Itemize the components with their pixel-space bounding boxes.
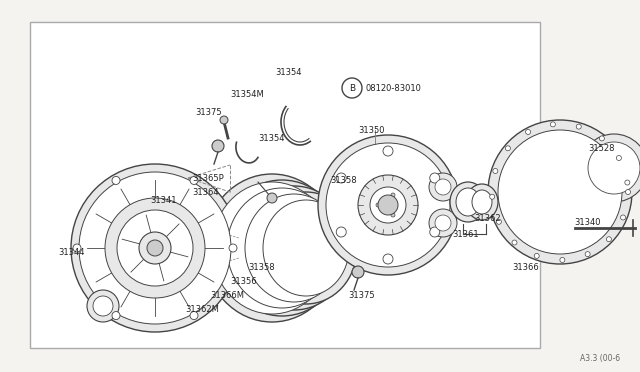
Circle shape: [352, 266, 364, 278]
Circle shape: [430, 173, 440, 183]
Circle shape: [370, 187, 406, 223]
Text: 31358: 31358: [248, 263, 275, 273]
Circle shape: [105, 198, 205, 298]
Text: 31354: 31354: [258, 134, 285, 142]
Circle shape: [220, 116, 228, 124]
Circle shape: [435, 179, 451, 195]
Circle shape: [490, 194, 495, 199]
Circle shape: [358, 175, 418, 235]
Ellipse shape: [263, 200, 349, 296]
Circle shape: [600, 136, 604, 141]
Ellipse shape: [456, 188, 480, 216]
Circle shape: [79, 172, 231, 324]
Circle shape: [550, 122, 556, 127]
Circle shape: [73, 244, 81, 252]
Circle shape: [391, 213, 395, 217]
Circle shape: [318, 135, 458, 275]
Ellipse shape: [212, 182, 332, 314]
Circle shape: [621, 215, 625, 220]
Circle shape: [336, 227, 346, 237]
Circle shape: [190, 176, 198, 185]
Circle shape: [616, 155, 621, 160]
Circle shape: [525, 129, 531, 134]
Text: 31361: 31361: [452, 230, 479, 238]
Text: 31365P: 31365P: [192, 173, 224, 183]
Ellipse shape: [472, 190, 492, 214]
Ellipse shape: [245, 194, 343, 302]
Circle shape: [267, 193, 277, 203]
Circle shape: [112, 311, 120, 320]
Circle shape: [429, 209, 457, 237]
Text: A3.3 (00-6: A3.3 (00-6: [580, 353, 620, 362]
Circle shape: [87, 290, 119, 322]
Circle shape: [429, 173, 457, 201]
Text: 31350: 31350: [358, 125, 385, 135]
Text: 31358: 31358: [330, 176, 356, 185]
Circle shape: [342, 78, 362, 98]
Circle shape: [493, 169, 498, 173]
Text: 31375: 31375: [195, 108, 221, 116]
Circle shape: [498, 130, 622, 254]
Circle shape: [497, 219, 501, 224]
Text: 31356: 31356: [230, 278, 257, 286]
Text: 31354: 31354: [275, 67, 301, 77]
Circle shape: [326, 143, 450, 267]
Circle shape: [376, 203, 380, 207]
Circle shape: [139, 232, 171, 264]
Ellipse shape: [204, 174, 340, 322]
Circle shape: [383, 146, 393, 156]
Text: 31375: 31375: [348, 291, 374, 299]
Circle shape: [580, 134, 640, 202]
Circle shape: [585, 251, 590, 257]
Circle shape: [71, 164, 239, 332]
Circle shape: [435, 215, 451, 231]
Ellipse shape: [237, 186, 351, 310]
Circle shape: [147, 240, 163, 256]
Text: 31354M: 31354M: [230, 90, 264, 99]
Ellipse shape: [227, 188, 337, 308]
Text: 31528: 31528: [588, 144, 614, 153]
Circle shape: [378, 195, 398, 215]
Circle shape: [336, 173, 346, 183]
Text: 31344: 31344: [58, 247, 84, 257]
Text: 31364: 31364: [192, 187, 219, 196]
Circle shape: [112, 176, 120, 185]
Circle shape: [212, 140, 224, 152]
Circle shape: [506, 146, 511, 151]
Circle shape: [488, 120, 632, 264]
Circle shape: [625, 180, 630, 185]
Circle shape: [560, 257, 565, 263]
Circle shape: [383, 254, 393, 264]
Text: 31366M: 31366M: [210, 292, 244, 301]
Circle shape: [391, 193, 395, 197]
Text: B: B: [349, 83, 355, 93]
Circle shape: [93, 296, 113, 316]
Text: 31340: 31340: [574, 218, 600, 227]
Circle shape: [117, 210, 193, 286]
Circle shape: [190, 311, 198, 320]
Text: 31362M: 31362M: [185, 305, 219, 314]
Circle shape: [607, 237, 611, 242]
Circle shape: [229, 244, 237, 252]
Circle shape: [534, 253, 540, 259]
Ellipse shape: [255, 192, 357, 304]
Circle shape: [512, 240, 517, 245]
Ellipse shape: [219, 180, 345, 316]
Circle shape: [625, 189, 630, 195]
Bar: [30, 22, 540, 348]
Text: 31341: 31341: [150, 196, 177, 205]
Circle shape: [576, 124, 581, 129]
Text: 31362: 31362: [474, 214, 500, 222]
Text: 08120-83010: 08120-83010: [365, 83, 421, 93]
Circle shape: [430, 227, 440, 237]
Ellipse shape: [466, 184, 498, 220]
Ellipse shape: [450, 182, 486, 222]
Text: 31366: 31366: [512, 263, 539, 273]
Circle shape: [588, 142, 640, 194]
